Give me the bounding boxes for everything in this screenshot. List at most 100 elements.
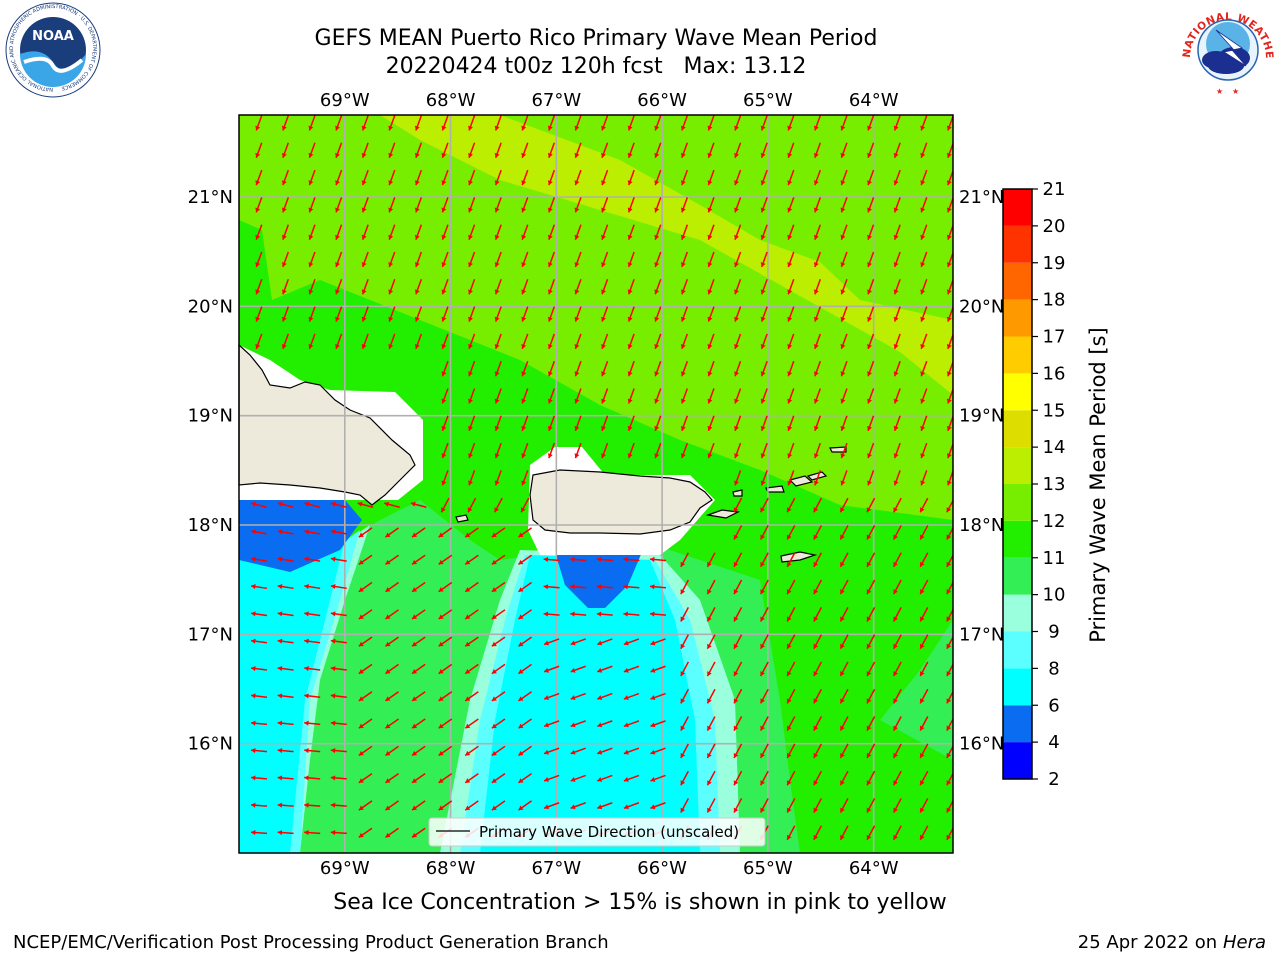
wave-arrow: [597, 692, 613, 700]
wave-arrow: [358, 772, 373, 784]
lon-tick-label-bottom: 69°W: [320, 858, 370, 879]
colorbar-tick-label: 13: [1043, 474, 1066, 495]
noaa-logo-text: NOAA: [32, 29, 74, 44]
wave-arrow: [411, 554, 426, 566]
wave-arrow: [866, 552, 876, 568]
wave-arrow: [385, 527, 399, 538]
wave-arrow: [250, 775, 268, 781]
wave-arrow: [388, 142, 396, 159]
colorbar-tick-label: 20: [1043, 216, 1066, 237]
wave-arrow: [734, 470, 742, 486]
wave-arrow: [494, 251, 502, 268]
wave-arrow: [892, 798, 902, 813]
wave-arrow: [441, 115, 449, 131]
wave-arrow: [627, 169, 635, 186]
wave-arrow: [547, 442, 556, 459]
wave-arrow: [330, 747, 347, 754]
wave-arrow: [786, 552, 796, 568]
colorbar-tick-label: 14: [1043, 437, 1066, 458]
wave-arrow: [919, 606, 929, 622]
wave-arrow: [759, 661, 769, 677]
wave-arrow: [518, 691, 532, 702]
wave-arrow: [706, 743, 716, 759]
wave-arrow: [543, 720, 560, 728]
wave-arrow: [623, 611, 640, 617]
wave-arrow: [601, 224, 609, 240]
wave-arrow: [385, 581, 399, 593]
wave-arrow: [520, 497, 530, 513]
colorbar-segment: [1003, 594, 1032, 632]
colorbar-segment: [1003, 336, 1032, 374]
wave-arrow: [281, 169, 290, 186]
wave-arrow: [892, 716, 902, 732]
wave-arrow: [250, 829, 268, 836]
wave-arrow: [494, 360, 502, 377]
wave-arrow: [574, 142, 582, 159]
wave-arrow: [839, 497, 849, 513]
wave-arrow: [734, 115, 742, 131]
lat-tick-label-right: 17°N: [959, 624, 1004, 645]
wave-arrow: [920, 470, 928, 486]
wave-arrow: [570, 584, 587, 590]
wave-arrow: [521, 142, 529, 159]
wave-arrow: [330, 501, 347, 508]
wave-arrow: [518, 772, 532, 784]
lon-tick-label-top: 68°W: [426, 90, 476, 111]
gridlines: [239, 115, 953, 853]
wave-arrow: [255, 251, 263, 268]
wave-arrow: [946, 826, 953, 841]
wave-arrow: [893, 470, 901, 486]
wave-arrow: [867, 142, 875, 159]
colorbar-tick-label: 6: [1048, 695, 1059, 716]
wave-arrow: [840, 251, 848, 268]
wave-arrow: [468, 360, 476, 377]
lon-tick-label-top: 67°W: [531, 90, 581, 111]
wave-arrow: [867, 442, 875, 459]
wave-arrow: [650, 692, 666, 700]
wave-arrow: [304, 556, 321, 562]
wave-arrow: [468, 115, 476, 131]
wave-arrow: [813, 497, 823, 513]
wave-arrow: [358, 636, 373, 647]
wave-arrow: [574, 169, 582, 186]
wave-arrow: [920, 415, 928, 432]
wave-arrow: [813, 197, 822, 213]
wave-arrow: [946, 635, 953, 650]
wave-arrow: [920, 442, 928, 459]
wave-arrow: [680, 606, 690, 622]
wave-arrow: [707, 333, 715, 350]
wave-arrow: [839, 743, 849, 759]
wave-arrow: [707, 115, 715, 131]
wave-arrow: [468, 279, 476, 295]
wave-arrow: [786, 634, 796, 650]
lat-tick-label-left: 20°N: [188, 296, 233, 317]
wave-arrow: [330, 583, 347, 590]
wave-arrow: [414, 115, 423, 131]
wave-arrow: [518, 745, 532, 757]
wave-arrow: [813, 251, 822, 268]
wave-arrow: [491, 800, 506, 811]
wave-arrow: [335, 333, 343, 350]
wave-arrow: [438, 636, 453, 647]
colorbar: 2 4 6 8 9 10 11 12 13 14 15 16 17 18 19 20 21: [1002, 179, 1066, 790]
wave-arrow: [250, 583, 268, 590]
lat-tick-label-right: 19°N: [959, 406, 1004, 427]
wave-arrow: [493, 497, 503, 513]
footer-credit: NCEP/EMC/Verification Post Processing Pr…: [13, 932, 609, 953]
wave-arrow: [733, 716, 743, 732]
wave-arrow: [867, 169, 875, 186]
wave-arrow: [759, 798, 769, 813]
wave-arrow: [335, 224, 343, 240]
wave-arrow: [358, 827, 373, 839]
wave-arrow: [543, 556, 560, 563]
wave-arrow: [385, 554, 399, 566]
wave-arrow: [867, 306, 875, 322]
wave-arrow: [707, 388, 715, 404]
wave-arrow: [411, 527, 426, 538]
wave-arrow: [920, 142, 928, 159]
wave-arrow: [760, 142, 768, 159]
wave-arrow: [839, 661, 849, 677]
wave-arrow: [543, 638, 560, 646]
vieques-island: [705, 509, 741, 519]
wave-arrow: [414, 279, 423, 295]
